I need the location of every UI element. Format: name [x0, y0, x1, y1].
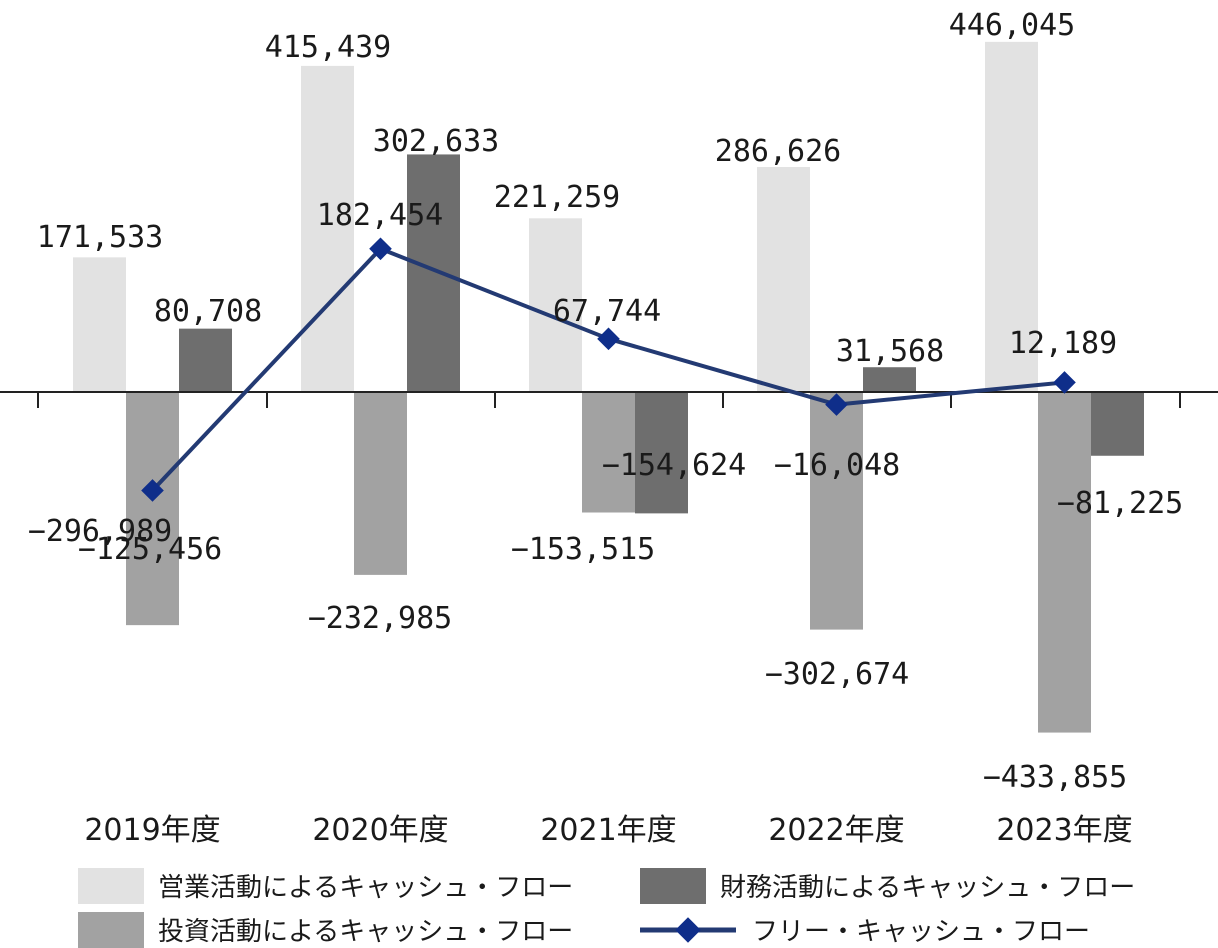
legend-diamond-marker	[675, 917, 701, 943]
bar-investing-5	[1038, 392, 1091, 733]
data-label-fcf-1: −125,456	[78, 532, 223, 567]
legend-label-fcf: フリー・キャッシュ・フロー	[752, 917, 1090, 947]
legend-swatch-operating	[78, 868, 144, 904]
bar-operating-4	[757, 166, 810, 392]
data-label-fcf-2: 182,454	[317, 198, 443, 233]
legend: 営業活動によるキャッシュ・フロー 財務活動によるキャッシュ・フロー 投資活動によ…	[78, 868, 1135, 948]
data-label-operating-3: 221,259	[494, 180, 620, 215]
bar-financing-1	[179, 328, 232, 392]
data-label-investing-5: −433,855	[983, 760, 1128, 795]
legend-item-fcf: フリー・キャッシュ・フロー	[640, 917, 1090, 947]
category-label-2: 2020年度	[312, 813, 448, 848]
data-label-financing-1: 80,708	[154, 294, 262, 329]
legend-label-financing: 財務活動によるキャッシュ・フロー	[720, 873, 1135, 903]
fcf-marker-4	[825, 393, 848, 416]
category-label-3: 2021年度	[540, 813, 676, 848]
data-label-operating-2: 415,439	[265, 30, 391, 65]
legend-swatch-financing	[640, 868, 706, 904]
data-label-investing-4: −302,674	[765, 657, 910, 692]
bar-investing-1	[126, 392, 179, 626]
data-label-operating-5: 446,045	[949, 8, 1075, 43]
bar-investing-2	[354, 392, 407, 575]
data-label-financing-3: −154,624	[602, 448, 747, 483]
data-label-financing-5: −81,225	[1057, 486, 1183, 521]
data-label-fcf-5: 12,189	[1009, 326, 1117, 361]
legend-swatch-investing	[78, 912, 144, 948]
data-label-investing-2: −232,985	[308, 601, 453, 636]
bar-financing-2	[407, 154, 460, 392]
data-labels-layer: 171,533 −296,989 80,708 −125,456 415,439 −232…	[28, 8, 1183, 795]
fcf-marker-3	[597, 327, 620, 351]
data-label-fcf-3: 67,744	[553, 294, 661, 329]
data-label-financing-2: 302,633	[373, 124, 499, 159]
legend-label-investing: 投資活動によるキャッシュ・フロー	[158, 917, 573, 947]
bar-financing-5	[1091, 392, 1144, 456]
category-label-4: 2022年度	[768, 813, 904, 848]
bar-operating-2	[301, 65, 354, 393]
fcf-marker-5	[1053, 371, 1076, 394]
bar-investing-4	[810, 392, 863, 630]
data-label-investing-3: −153,515	[511, 532, 656, 567]
bars-layer	[73, 41, 1144, 733]
data-label-operating-1: 171,533	[37, 220, 163, 255]
legend-item-investing: 投資活動によるキャッシュ・フロー	[78, 912, 573, 948]
bar-operating-3	[529, 218, 582, 392]
data-label-financing-4: 31,568	[836, 334, 944, 369]
data-label-investing-1: −296,989	[28, 514, 173, 549]
bar-operating-1	[73, 257, 126, 392]
category-labels-layer: 2019年度 2020年度 2021年度 2022年度 2023年度	[84, 813, 1132, 848]
data-label-fcf-4: −16,048	[774, 448, 900, 483]
bar-investing-3	[582, 392, 635, 513]
legend-item-financing: 財務活動によるキャッシュ・フロー	[640, 868, 1135, 904]
legend-item-operating: 営業活動によるキャッシュ・フロー	[78, 868, 573, 904]
bar-financing-4	[863, 367, 916, 392]
data-label-operating-4: 286,626	[715, 134, 841, 169]
legend-label-operating: 営業活動によるキャッシュ・フロー	[158, 873, 573, 903]
category-label-5: 2023年度	[996, 813, 1132, 848]
bar-financing-3	[635, 392, 688, 514]
category-label-1: 2019年度	[84, 813, 220, 848]
bar-operating-5	[985, 41, 1038, 392]
